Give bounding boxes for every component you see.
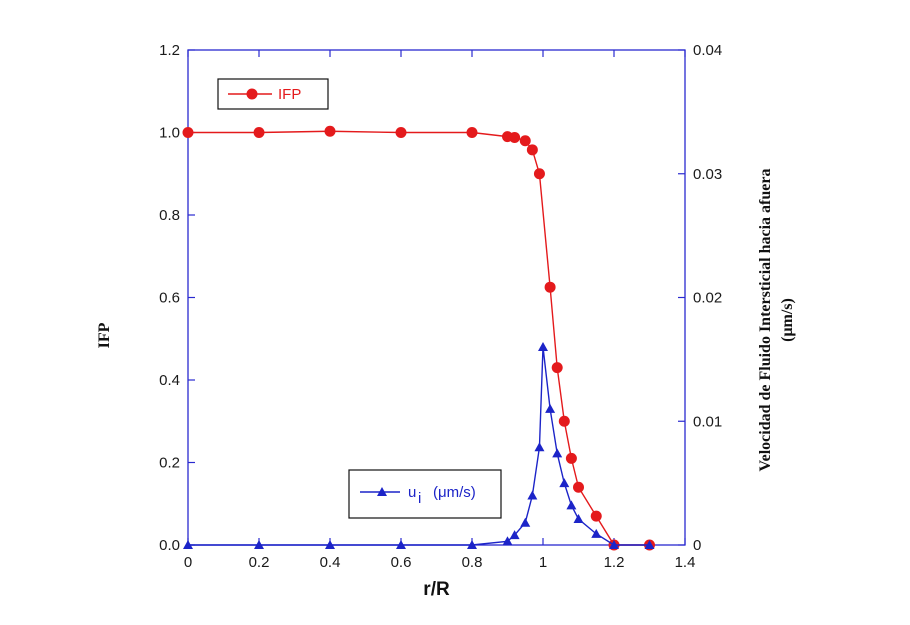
legend-label: IFP (278, 86, 301, 103)
y-left-tick-label: 0.6 (159, 290, 180, 307)
data-point (254, 540, 264, 549)
x-tick-label: 1.4 (675, 554, 696, 571)
data-point (609, 540, 619, 549)
legend-label-sub: i (418, 490, 421, 507)
x-tick-label: 1.2 (604, 554, 625, 571)
y-right-tick-label: 0.02 (693, 290, 722, 307)
data-point (395, 127, 407, 138)
data-point (467, 540, 477, 549)
y-left-tick-label: 0.8 (159, 207, 180, 224)
y-left-tick-label: 0.0 (159, 537, 180, 554)
data-point (466, 127, 478, 138)
data-point (183, 540, 193, 549)
data-point (545, 403, 556, 413)
data-point (565, 452, 577, 464)
y-right-tick-label: 0.01 (693, 413, 722, 430)
chart-ticks: 0 0.2 0.4 0.6 0.8 1 1.2 1.4 0.0 0.2 0.4 0.6 0.8 1.0 1.… (159, 42, 722, 571)
y-left-tick-label: 0.2 (159, 455, 180, 472)
data-point (591, 528, 602, 538)
legend-box (348, 469, 502, 519)
x-axis-label: r/R (423, 579, 450, 600)
y-right-tick-label: 0.03 (693, 166, 722, 183)
x-tick-label: 0.6 (391, 554, 412, 571)
chart-labels: r/R IFP Velocidad de Fluido Intersticial h… (96, 169, 796, 600)
data-point (558, 415, 570, 427)
data-point (573, 514, 584, 524)
y-left-tick-label: 1.0 (159, 125, 180, 142)
data-point (182, 127, 194, 138)
series-line (188, 130, 650, 546)
data-point (502, 536, 513, 546)
legend-ifp: IFP (217, 78, 329, 110)
data-point (396, 540, 406, 549)
data-point (551, 362, 563, 374)
data-point (573, 481, 584, 493)
legend-label-unit: (μm/s) (433, 484, 476, 501)
data-point (325, 540, 335, 549)
x-tick-label: 1 (539, 554, 547, 571)
data-point (559, 478, 570, 488)
x-tick-label: 0.4 (320, 554, 341, 571)
chart-series (182, 125, 655, 551)
x-tick-label: 0.2 (249, 554, 270, 571)
y-left-axis-label: IFP (96, 322, 113, 348)
data-point (644, 540, 655, 549)
y-right-tick-label: 0.04 (693, 42, 722, 59)
series-group (183, 342, 655, 549)
data-point (520, 517, 531, 527)
x-tick-label: 0.8 (462, 554, 483, 571)
data-point (527, 490, 538, 500)
data-point (509, 131, 521, 143)
chart-legends: IFP u i (μm/s) (217, 78, 502, 519)
y-left-tick-label: 1.2 (159, 42, 180, 59)
data-point (253, 127, 265, 138)
y-left-tick-label: 0.4 (159, 372, 180, 389)
data-point (526, 144, 538, 156)
legend-label-main: u (408, 484, 416, 501)
data-point (538, 342, 548, 351)
data-point (509, 530, 520, 540)
data-point (566, 500, 577, 510)
legend-marker (246, 88, 258, 100)
legend-ui: u i (μm/s) (348, 469, 502, 519)
legend-marker (377, 487, 387, 496)
data-point (534, 442, 545, 452)
y-right-axis-label-line: Velocidad de Fluido Intersticial hacia a… (757, 169, 774, 472)
data-point (552, 448, 563, 458)
data-point (519, 135, 531, 147)
data-point (324, 125, 336, 137)
y-right-tick-label: 0 (693, 537, 701, 554)
data-point (533, 168, 545, 180)
data-point (590, 510, 602, 522)
y-right-axis-label-line: (μm/s) (779, 298, 796, 342)
data-point (544, 281, 556, 293)
x-tick-label: 0 (184, 554, 192, 571)
